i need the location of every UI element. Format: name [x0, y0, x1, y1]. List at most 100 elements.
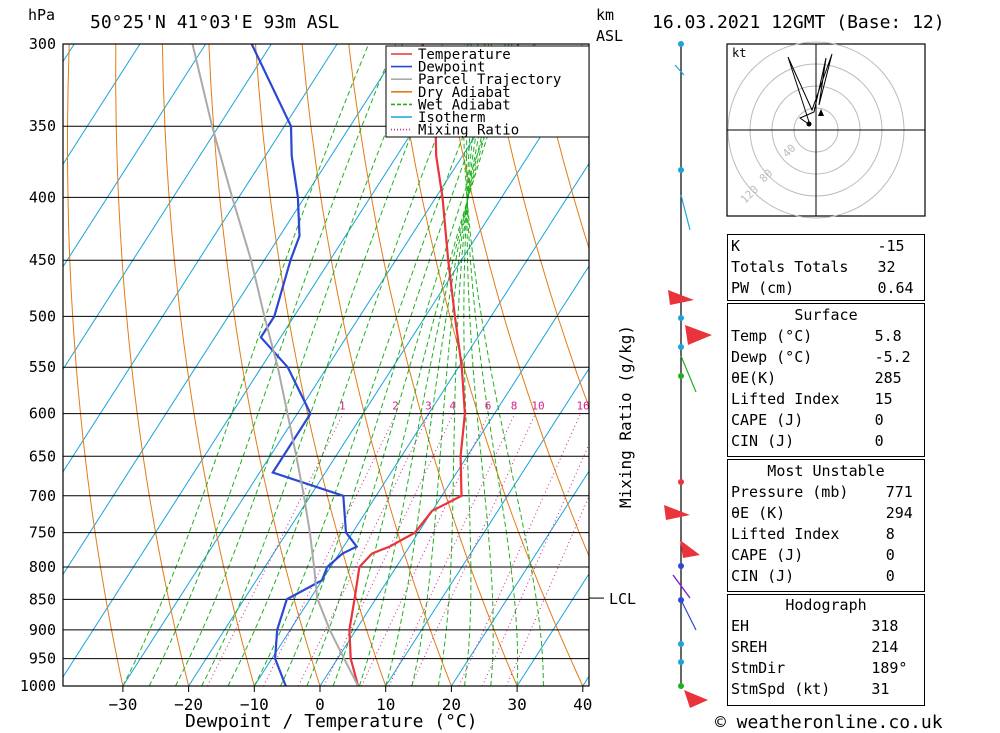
- wind-level-dot: [678, 344, 684, 350]
- wind-pennant: [668, 290, 694, 305]
- wet-adiabat-line: [280, 44, 510, 686]
- hodograph-trace: [787, 53, 833, 126]
- isotherm-line: [63, 44, 404, 576]
- wet-adiabat-line: [306, 44, 519, 686]
- mixing-ratio-label: 4: [449, 400, 456, 413]
- wind-level-dot: [678, 659, 684, 665]
- surface-box: [727, 303, 925, 457]
- legend-label: Wet Adiabat: [418, 97, 511, 113]
- x-tick-label: 0: [315, 695, 325, 714]
- indices-box: [727, 234, 925, 301]
- surface-label: θE(K): [731, 369, 777, 387]
- dry-adiabat-line: [67, 44, 124, 686]
- series-temperature: [348, 44, 467, 686]
- wind-level-dot: [678, 563, 684, 569]
- index-value: -15: [877, 237, 905, 255]
- index-value: 32: [877, 258, 896, 276]
- wind-level-dot: [678, 41, 684, 47]
- isotherm-line: [122, 44, 535, 686]
- most-unstable-table: Most Unstable Pressure (mb) 771 θE (K) 294…: [727, 461, 925, 587]
- mu-label: θE (K): [731, 504, 786, 522]
- pressure-tick-label: 600: [29, 405, 56, 423]
- wind-level-dot: [678, 479, 684, 485]
- hpa-label: hPa: [28, 6, 55, 24]
- mixing-ratio-axis-label: Mixing Ratio (g/kg): [616, 325, 635, 508]
- wind-level-dot: [678, 683, 684, 689]
- mu-value: 8: [885, 525, 895, 543]
- surface-label: CAPE (J): [731, 411, 804, 429]
- x-tick-label: 10: [376, 695, 395, 714]
- x-tick-label: −30: [108, 695, 137, 714]
- indices-table: K -15 Totals Totals 32 PW (cm) 0.64: [727, 236, 925, 299]
- hodo-label: StmDir: [731, 659, 786, 677]
- isotherm-line: [450, 470, 589, 686]
- hodograph-stats-table: Hodograph EH 318 SREH 214 StmDir 189° StmSp…: [727, 595, 925, 700]
- legend-label: Temperature: [418, 47, 511, 63]
- hodograph-point: [806, 121, 812, 127]
- mu-label: CIN (J): [731, 567, 795, 585]
- wind-level-dot: [678, 315, 684, 321]
- hodo-value: 318: [871, 617, 899, 635]
- legend-label: Dry Adiabat: [418, 85, 511, 101]
- surface-value: -5.2: [874, 348, 911, 366]
- series-parcel-trajectory: [191, 44, 359, 686]
- wind-level-dot: [678, 641, 684, 647]
- dry-adiabat-line: [301, 44, 452, 686]
- copyright: © weatheronline.co.uk: [715, 712, 943, 733]
- isotherm-line: [319, 265, 589, 686]
- isotherm-line: [188, 60, 589, 686]
- legend-label: Parcel Trajectory: [418, 72, 561, 88]
- wet-adiabat-line: [466, 44, 494, 686]
- x-tick-label: −20: [174, 695, 203, 714]
- x-tick-label: 30: [507, 695, 526, 714]
- mixing-ratio-line: [458, 413, 581, 686]
- surface-value: 0: [874, 432, 884, 450]
- x-tick-label: 20: [442, 695, 461, 714]
- mu-label: CAPE (J): [731, 546, 804, 564]
- hodo-value: 214: [871, 638, 899, 656]
- isotherm-line: [516, 572, 589, 686]
- wet-adiabat-line: [465, 44, 519, 686]
- hodograph-stats-title: Hodograph: [785, 596, 867, 614]
- dry-adiabat-line: [487, 44, 589, 409]
- legend-label: Dewpoint: [418, 60, 485, 76]
- pressure-tick-label: 850: [29, 590, 56, 608]
- mixing-ratio-label: 2: [392, 400, 399, 413]
- pressure-tick-label: 400: [29, 188, 56, 206]
- isotherm-line: [385, 367, 589, 686]
- sounding-series: [191, 44, 467, 686]
- mixing-ratio-line: [297, 413, 430, 686]
- dry-adiabat-line: [115, 44, 190, 686]
- mu-value: 771: [885, 483, 913, 501]
- surface-label: CIN (J): [731, 432, 795, 450]
- location-title: 50°25'N 41°03'E 93m ASL: [90, 12, 339, 33]
- pressure-tick-label: 500: [29, 307, 56, 325]
- x-axis-label: Dewpoint / Temperature (°C): [185, 711, 478, 732]
- km-label: km: [596, 6, 614, 24]
- hodo-label: StmSpd (kt): [731, 680, 831, 698]
- wind-level-dot: [678, 373, 684, 379]
- wet-adiabat-line: [385, 44, 506, 686]
- mu-value: 294: [885, 504, 913, 522]
- hodo-value: 189°: [871, 659, 908, 677]
- mixing-ratio-label: 1: [339, 400, 346, 413]
- lcl-label: LCL: [609, 590, 636, 608]
- wind-barb: [680, 599, 697, 631]
- surface-value: 0: [874, 411, 884, 429]
- pressure-tick-label: 1000: [20, 677, 56, 695]
- index-value: 0.64: [877, 279, 914, 297]
- wind-pennant: [684, 690, 708, 708]
- dry-adiabat-line: [161, 44, 255, 686]
- wind-barb: [672, 574, 691, 599]
- index-label: K: [731, 237, 741, 255]
- mixing-ratio-line: [323, 413, 454, 686]
- pressure-tick-label: 550: [29, 358, 56, 376]
- pressure-tick-label: 300: [29, 35, 56, 53]
- pressure-tick-label: 900: [29, 621, 56, 639]
- dry-adiabat-line: [954, 44, 1000, 686]
- hodo-label: EH: [731, 617, 750, 635]
- isotherm-line: [63, 44, 469, 678]
- asl-label: ASL: [596, 27, 623, 45]
